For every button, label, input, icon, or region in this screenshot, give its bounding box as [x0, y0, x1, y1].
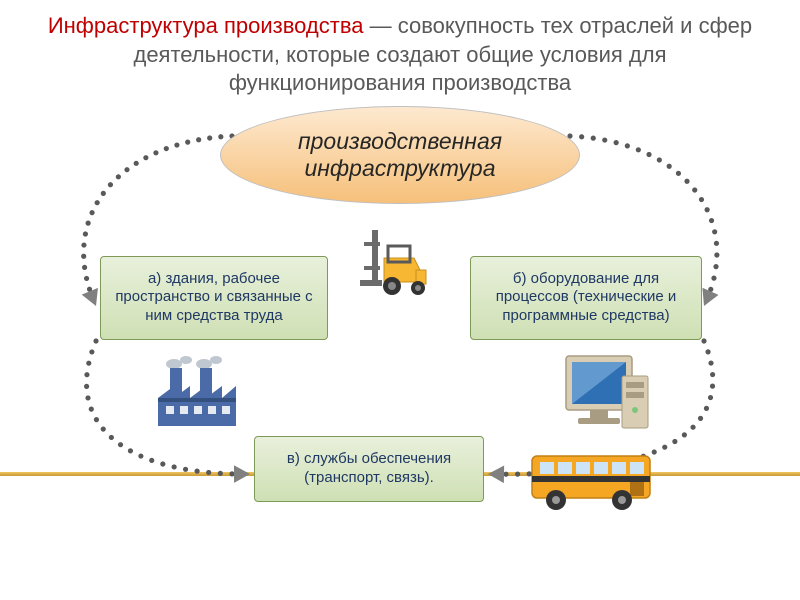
heading: Инфраструктура производства — совокупнос…: [0, 0, 800, 98]
heading-highlight: Инфраструктура производства: [48, 13, 364, 38]
box-b-label: б) оборудование для процессов (техническ…: [479, 270, 693, 326]
diagram: производственная инфраструктура а) здани…: [0, 106, 800, 556]
box-c-label: в) службы обеспечения (транспорт, связь)…: [263, 450, 475, 488]
ellipse-label: производственная инфраструктура: [221, 128, 579, 181]
computer-icon: [556, 350, 652, 440]
central-ellipse: производственная инфраструктура: [220, 106, 580, 204]
forklift-icon: [358, 224, 438, 304]
factory-icon: [150, 354, 246, 436]
box-services: в) службы обеспечения (транспорт, связь)…: [254, 436, 484, 502]
box-buildings: а) здания, рабочее пространство и связан…: [100, 256, 328, 340]
bus-icon: [526, 446, 656, 516]
box-equipment: б) оборудование для процессов (техническ…: [470, 256, 702, 340]
box-a-label: а) здания, рабочее пространство и связан…: [109, 270, 319, 326]
